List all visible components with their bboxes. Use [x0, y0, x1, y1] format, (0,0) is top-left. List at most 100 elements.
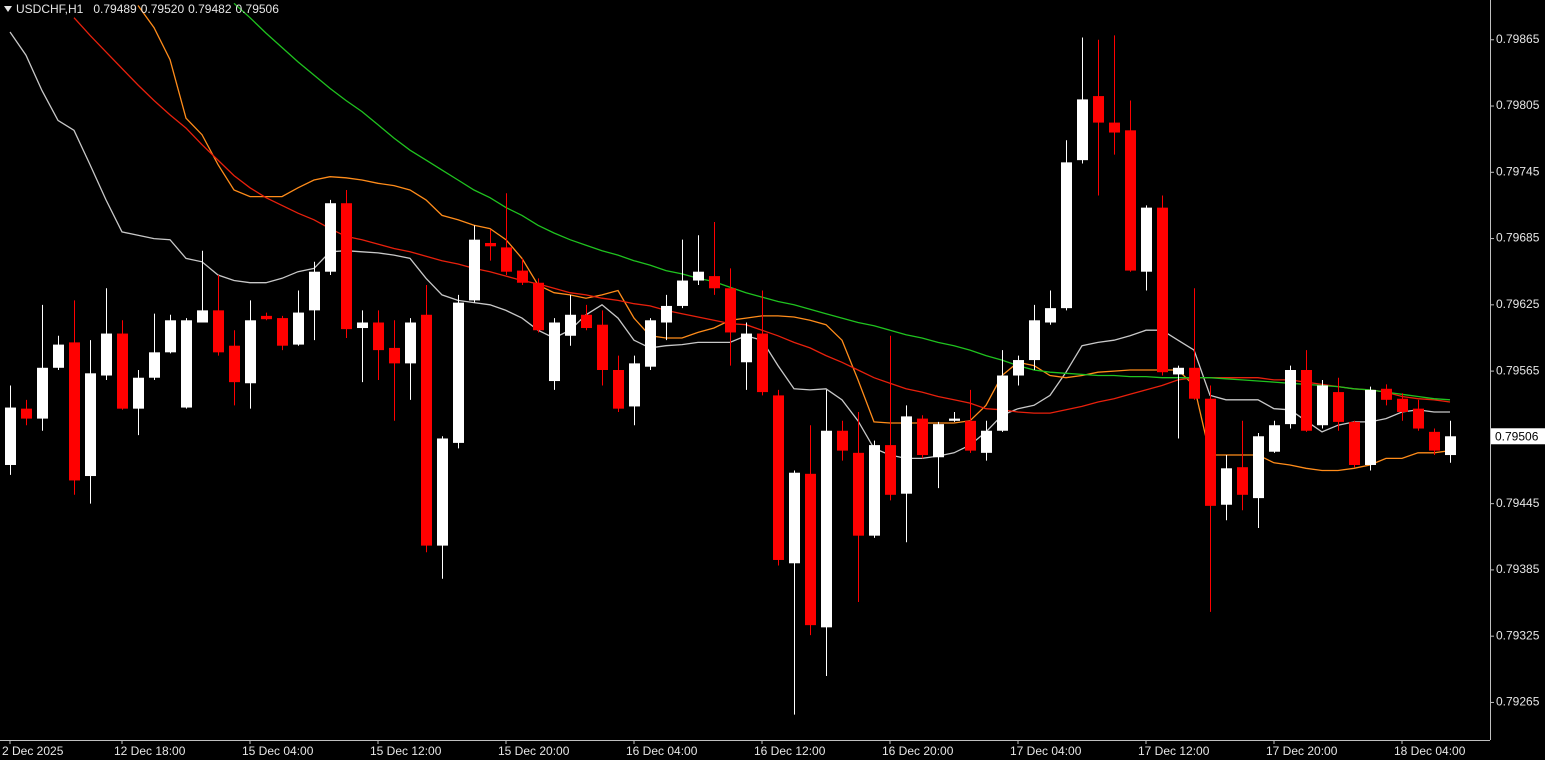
x-tick-label: 17 Dec 12:00 — [1138, 744, 1210, 758]
candle-body — [277, 318, 288, 346]
candle-body — [1429, 431, 1440, 451]
candle-body — [517, 270, 528, 283]
candle-body — [885, 445, 896, 495]
candle-body — [181, 320, 192, 408]
candle-body — [949, 418, 960, 421]
candle-body — [597, 324, 608, 370]
candle-body — [437, 438, 448, 546]
candle-body — [741, 333, 752, 363]
y-tick-label: 0.79385 — [1496, 562, 1540, 576]
y-tick-label: 0.79325 — [1496, 628, 1540, 642]
candle-body — [1013, 360, 1024, 376]
candle-body — [1109, 122, 1120, 133]
ohlc-label: 0.79506 — [236, 2, 280, 16]
candle-body — [325, 203, 336, 272]
candle-body — [1349, 421, 1360, 465]
candle-body — [1365, 389, 1376, 465]
candle-body — [1189, 367, 1200, 399]
x-tick-label: 18 Dec 04:00 — [1394, 744, 1466, 758]
candle-body — [757, 333, 768, 393]
candle-body — [725, 288, 736, 333]
candle-body — [1125, 130, 1136, 271]
candle-body — [661, 305, 672, 323]
candle-body — [933, 424, 944, 458]
candle-body — [549, 322, 560, 382]
candle-body — [1173, 367, 1184, 375]
candle-body — [645, 320, 656, 367]
x-tick-label: 16 Dec 20:00 — [882, 744, 954, 758]
candle-body — [1269, 425, 1280, 452]
candle-body — [389, 347, 400, 364]
y-tick-label: 0.79265 — [1496, 695, 1540, 709]
candle-body — [229, 345, 240, 383]
candle-body — [117, 333, 128, 409]
candle-body — [133, 377, 144, 409]
candle-body — [869, 445, 880, 536]
candle-body — [1157, 207, 1168, 373]
menu-arrow[interactable] — [4, 6, 12, 12]
candle-body — [1029, 320, 1040, 361]
candle-body — [917, 418, 928, 456]
candle-body — [245, 320, 256, 384]
x-tick-label: 12 Dec 18:00 — [114, 744, 186, 758]
chart-title: USDCHF,H1 — [16, 2, 84, 16]
candle-body — [1205, 398, 1216, 506]
candle-body — [165, 320, 176, 353]
candle-body — [1045, 308, 1056, 323]
candle-body — [309, 271, 320, 311]
candle-body — [197, 310, 208, 323]
x-tick-label: 15 Dec 12:00 — [370, 744, 442, 758]
candle-body — [1445, 436, 1456, 456]
candle-body — [421, 314, 432, 546]
candle-body — [293, 312, 304, 345]
y-tick-label: 0.79865 — [1496, 32, 1540, 46]
candle-body — [501, 247, 512, 272]
candle-body — [1141, 207, 1152, 272]
candle-body — [629, 363, 640, 407]
moving-average — [137, 5, 1451, 472]
moving-average — [233, 2, 1451, 401]
candle-body — [613, 370, 624, 409]
ohlc-label: 0.79489 — [93, 2, 137, 16]
candle-body — [1301, 370, 1312, 431]
candle-body — [149, 352, 160, 378]
candle-body — [405, 322, 416, 364]
x-tick-label: 15 Dec 04:00 — [242, 744, 314, 758]
ohlc-label: 0.79482 — [188, 2, 232, 16]
candle-body — [5, 407, 16, 465]
candle-body — [1221, 468, 1232, 505]
candle-body — [693, 271, 704, 281]
x-tick-label: 17 Dec 04:00 — [1010, 744, 1082, 758]
candle-body — [101, 333, 112, 376]
candle-body — [805, 473, 816, 626]
y-tick-label: 0.79625 — [1496, 297, 1540, 311]
x-tick-label: 16 Dec 12:00 — [754, 744, 826, 758]
candle-body — [1253, 436, 1264, 499]
candle-body — [37, 367, 48, 419]
candle-body — [1333, 392, 1344, 422]
candle-body — [709, 276, 720, 289]
candle-body — [469, 239, 480, 301]
candle-body — [581, 314, 592, 329]
x-tick-label: 15 Dec 20:00 — [498, 744, 570, 758]
candle-body — [1237, 467, 1248, 495]
candle-body — [677, 280, 688, 306]
candle-body — [997, 375, 1008, 431]
candle-body — [789, 472, 800, 564]
x-tick-label: 16 Dec 04:00 — [626, 744, 698, 758]
candle-body — [821, 430, 832, 628]
candle-body — [1285, 370, 1296, 425]
y-tick-label: 0.79805 — [1496, 98, 1540, 112]
candle-body — [1381, 388, 1392, 400]
candle-body — [853, 452, 864, 536]
candle-body — [533, 282, 544, 331]
candle-body — [965, 420, 976, 451]
candle-body — [69, 342, 80, 481]
candle-body — [565, 314, 576, 336]
plot-area — [5, 2, 1456, 715]
candle-body — [1413, 408, 1424, 429]
candle-body — [1397, 398, 1408, 412]
candle-body — [1093, 96, 1104, 123]
